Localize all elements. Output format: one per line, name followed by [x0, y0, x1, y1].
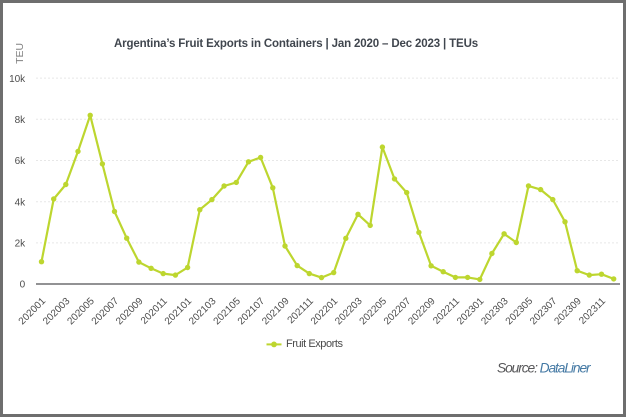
svg-text:Argentina’s Fruit Exports in C: Argentina’s Fruit Exports in Containers …: [114, 38, 478, 50]
svg-text:202109: 202109: [260, 296, 292, 328]
svg-text:202311: 202311: [577, 296, 608, 327]
svg-text:8k: 8k: [15, 115, 27, 126]
svg-text:2k: 2k: [15, 239, 27, 250]
svg-text:0: 0: [20, 280, 26, 291]
svg-text:4k: 4k: [15, 197, 27, 208]
svg-text:Source: DataLiner: Source: DataLiner: [497, 361, 592, 376]
svg-text:6k: 6k: [15, 156, 27, 167]
svg-text:Fruit Exports: Fruit Exports: [286, 338, 343, 350]
svg-text:202009: 202009: [114, 296, 146, 328]
svg-text:202309: 202309: [552, 296, 584, 328]
svg-text:TEU: TEU: [14, 43, 26, 64]
svg-text:202209: 202209: [406, 296, 438, 328]
svg-text:10k: 10k: [9, 74, 26, 85]
